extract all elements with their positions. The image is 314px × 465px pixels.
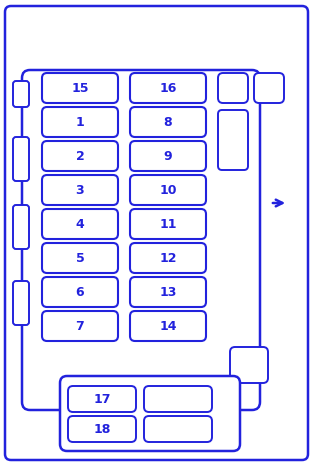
Text: 1: 1 [76, 115, 84, 128]
FancyBboxPatch shape [22, 70, 260, 410]
Text: 13: 13 [159, 286, 177, 299]
FancyBboxPatch shape [130, 209, 206, 239]
FancyBboxPatch shape [42, 141, 118, 171]
Text: 17: 17 [93, 392, 111, 405]
FancyBboxPatch shape [13, 281, 29, 325]
Text: 10: 10 [159, 184, 177, 197]
FancyBboxPatch shape [230, 347, 268, 383]
FancyBboxPatch shape [144, 416, 212, 442]
Text: 6: 6 [76, 286, 84, 299]
FancyBboxPatch shape [218, 73, 248, 103]
FancyBboxPatch shape [5, 6, 308, 460]
FancyBboxPatch shape [68, 386, 136, 412]
FancyBboxPatch shape [218, 110, 248, 170]
FancyBboxPatch shape [13, 137, 29, 181]
Text: 14: 14 [159, 319, 177, 332]
Text: 8: 8 [164, 115, 172, 128]
Text: 11: 11 [159, 218, 177, 231]
Text: 16: 16 [159, 81, 177, 94]
FancyBboxPatch shape [42, 243, 118, 273]
Text: 5: 5 [76, 252, 84, 265]
FancyBboxPatch shape [60, 376, 240, 451]
FancyBboxPatch shape [130, 175, 206, 205]
FancyBboxPatch shape [254, 73, 284, 103]
FancyBboxPatch shape [42, 107, 118, 137]
FancyBboxPatch shape [130, 277, 206, 307]
FancyBboxPatch shape [130, 141, 206, 171]
Text: 9: 9 [164, 150, 172, 162]
FancyBboxPatch shape [13, 81, 29, 107]
Text: 4: 4 [76, 218, 84, 231]
FancyBboxPatch shape [130, 311, 206, 341]
FancyBboxPatch shape [42, 209, 118, 239]
FancyBboxPatch shape [42, 73, 118, 103]
FancyBboxPatch shape [42, 311, 118, 341]
FancyBboxPatch shape [130, 73, 206, 103]
FancyBboxPatch shape [130, 243, 206, 273]
Text: 3: 3 [76, 184, 84, 197]
Text: 2: 2 [76, 150, 84, 162]
Text: 7: 7 [76, 319, 84, 332]
FancyBboxPatch shape [130, 107, 206, 137]
Text: 18: 18 [93, 423, 111, 436]
FancyBboxPatch shape [42, 175, 118, 205]
FancyBboxPatch shape [13, 205, 29, 249]
FancyBboxPatch shape [68, 416, 136, 442]
FancyBboxPatch shape [144, 386, 212, 412]
Text: 12: 12 [159, 252, 177, 265]
Text: 15: 15 [71, 81, 89, 94]
FancyBboxPatch shape [42, 277, 118, 307]
